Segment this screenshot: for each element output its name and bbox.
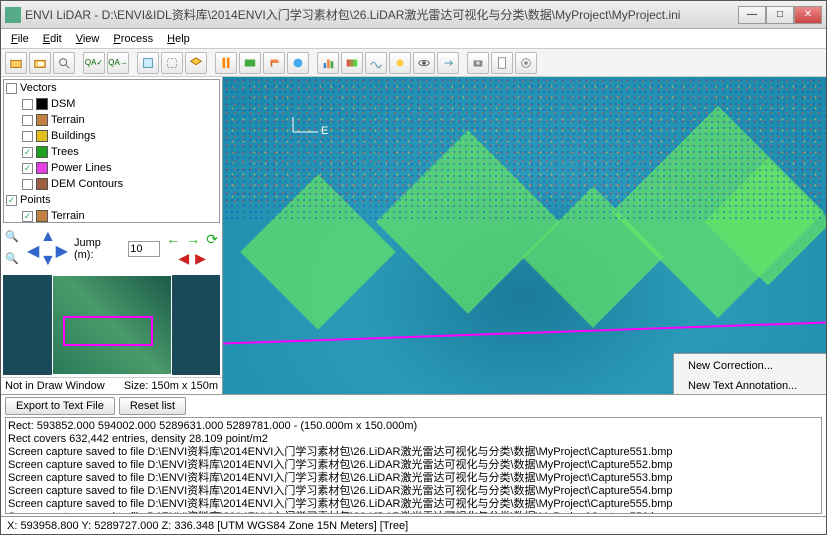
reset-button[interactable]: Reset list <box>119 397 186 415</box>
checkbox[interactable] <box>22 115 33 126</box>
tool-select-icon[interactable] <box>161 52 183 74</box>
tool-eye-icon[interactable] <box>413 52 435 74</box>
color-swatch <box>36 178 48 190</box>
camera-icon[interactable] <box>467 52 489 74</box>
checkbox[interactable] <box>22 179 33 190</box>
color-swatch <box>36 162 48 174</box>
color-swatch <box>36 210 48 222</box>
main-viewport[interactable]: E New Correction... New Text Annotation.… <box>223 77 826 394</box>
minimize-button[interactable]: — <box>738 6 766 24</box>
layer-item[interactable]: Terrain <box>4 112 219 128</box>
color-swatch <box>36 146 48 158</box>
tool-1-icon[interactable] <box>215 52 237 74</box>
status-bar: X: 593958.800 Y: 5289727.000 Z: 336.348 … <box>1 516 826 534</box>
color-swatch <box>36 98 48 110</box>
jump-label: Jump (m): <box>74 237 122 261</box>
layer-item[interactable]: Buildings <box>4 128 219 144</box>
search-icon[interactable] <box>53 52 75 74</box>
tool-layers-icon[interactable] <box>185 52 207 74</box>
left-panel: Vectors DSM Terrain Buildings ✓ Trees ✓ … <box>1 77 223 394</box>
ctx-new-correction[interactable]: New Correction... <box>676 356 826 376</box>
red-next-icon[interactable]: ▶ <box>195 250 206 267</box>
checkbox[interactable] <box>6 83 17 94</box>
tool-4-icon[interactable] <box>437 52 459 74</box>
menu-file[interactable]: File <box>5 31 35 47</box>
window-title: ENVI LiDAR - D:\ENVI&IDL资料库\2014ENVI入门学习… <box>25 6 738 23</box>
color-swatch <box>36 114 48 126</box>
tool-drag-icon[interactable] <box>137 52 159 74</box>
axis-indicator: E <box>283 117 323 150</box>
page-icon[interactable] <box>491 52 513 74</box>
maximize-button[interactable]: □ <box>766 6 794 24</box>
size-bar: Not in Draw Window Size: 150m x 150m <box>1 377 222 394</box>
overview-map[interactable] <box>3 275 220 375</box>
settings-icon[interactable] <box>515 52 537 74</box>
zoom-out-icon[interactable]: 🔍 <box>5 252 21 268</box>
jump-input[interactable] <box>128 241 160 257</box>
ctx-new-annotation[interactable]: New Text Annotation... <box>676 376 826 394</box>
checkbox[interactable]: ✓ <box>6 195 17 206</box>
selection-box[interactable] <box>63 316 153 346</box>
app-icon <box>5 7 21 23</box>
layer-group-vectors[interactable]: Vectors <box>4 80 219 96</box>
folder-icon[interactable] <box>29 52 51 74</box>
refresh-icon[interactable]: ⟳ <box>206 231 218 248</box>
menu-view[interactable]: View <box>70 31 106 47</box>
nav-controls: 🔍 🔍 ▲ ◀ ▶ ▼ Jump (m): ← → ⟳ ◀ ▶ <box>1 225 222 273</box>
checkbox[interactable]: ✓ <box>22 211 33 222</box>
titlebar: ENVI LiDAR - D:\ENVI&IDL资料库\2014ENVI入门学习… <box>1 1 826 29</box>
context-menu: New Correction... New Text Annotation...… <box>673 353 826 394</box>
tool-2-icon[interactable] <box>239 52 261 74</box>
qa-check-icon[interactable]: QA✓ <box>83 52 105 74</box>
next-icon[interactable]: → <box>186 231 200 248</box>
tool-gradient-icon[interactable] <box>341 52 363 74</box>
bottom-panel: Export to Text File Reset list Rect: 593… <box>1 394 826 516</box>
checkbox[interactable]: ✓ <box>22 163 33 174</box>
qa-arrow-icon[interactable]: QA→ <box>107 52 129 74</box>
layer-item[interactable]: DEM Contours <box>4 176 219 192</box>
layer-tree[interactable]: Vectors DSM Terrain Buildings ✓ Trees ✓ … <box>3 79 220 223</box>
checkbox[interactable] <box>22 131 33 142</box>
tool-bars-icon[interactable] <box>317 52 339 74</box>
layer-group-points[interactable]: ✓ Points <box>4 192 219 208</box>
color-swatch <box>36 130 48 142</box>
close-button[interactable]: ✕ <box>794 6 822 24</box>
layer-item[interactable]: ✓ Trees <box>4 144 219 160</box>
tool-wave-icon[interactable] <box>365 52 387 74</box>
menu-help[interactable]: Help <box>161 31 196 47</box>
tool-3-icon[interactable] <box>287 52 309 74</box>
prev-icon[interactable]: ← <box>166 231 180 248</box>
tool-cube-icon[interactable] <box>263 52 285 74</box>
export-button[interactable]: Export to Text File <box>5 397 115 415</box>
pan-arrows[interactable]: ▲ ◀ ▶ ▼ <box>27 228 68 270</box>
menubar: File Edit View Process Help <box>1 29 826 49</box>
tool-sun-icon[interactable] <box>389 52 411 74</box>
layer-item[interactable]: DSM <box>4 96 219 112</box>
log-output[interactable]: Rect: 593852.000 594002.000 5289631.000 … <box>5 417 822 514</box>
open-icon[interactable] <box>5 52 27 74</box>
checkbox[interactable] <box>22 99 33 110</box>
layer-item[interactable]: ✓ Power Lines <box>4 160 219 176</box>
layer-item[interactable]: ✓ Terrain <box>4 208 219 223</box>
zoom-in-icon[interactable]: 🔍 <box>5 230 21 246</box>
checkbox[interactable]: ✓ <box>22 147 33 158</box>
red-prev-icon[interactable]: ◀ <box>178 250 189 267</box>
toolbar: QA✓ QA→ <box>1 49 826 77</box>
menu-edit[interactable]: Edit <box>37 31 68 47</box>
menu-process[interactable]: Process <box>107 31 159 47</box>
